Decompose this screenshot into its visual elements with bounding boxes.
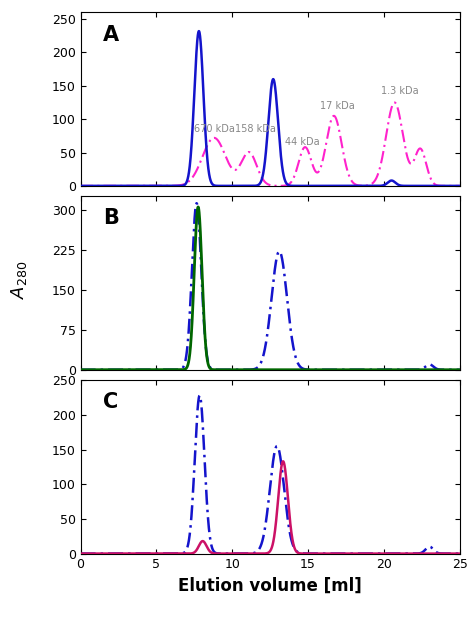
Text: 158 kDa: 158 kDa	[235, 124, 276, 134]
Text: 17 kDa: 17 kDa	[320, 101, 355, 111]
Text: 1.3 kDa: 1.3 kDa	[381, 86, 419, 96]
Text: 44 kDa: 44 kDa	[285, 137, 320, 147]
Text: $A_{280}$: $A_{280}$	[9, 261, 29, 299]
X-axis label: Elution volume [ml]: Elution volume [ml]	[178, 577, 362, 595]
Text: A: A	[103, 25, 119, 45]
Text: B: B	[103, 208, 119, 228]
Text: 670 kDa: 670 kDa	[194, 124, 235, 134]
Text: C: C	[103, 392, 118, 412]
